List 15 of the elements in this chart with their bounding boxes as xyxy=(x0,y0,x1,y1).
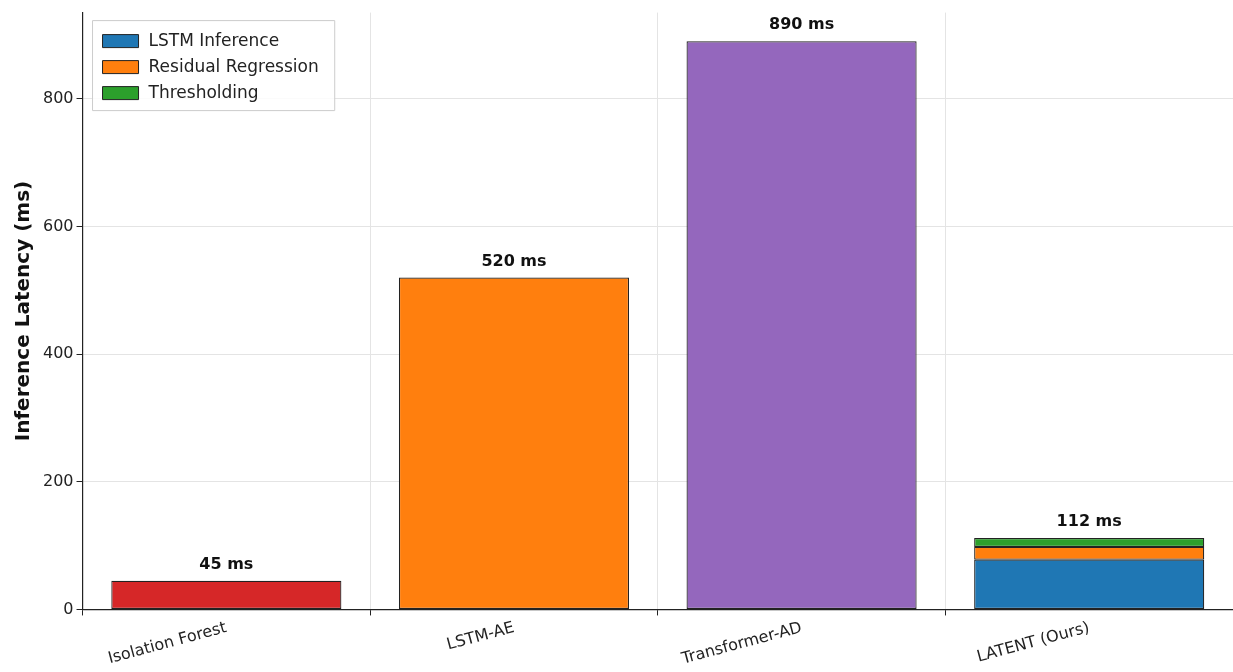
y-axis-title: Inference Latency (ms) xyxy=(10,180,35,442)
legend-label: Thresholding xyxy=(147,82,259,103)
y-tick-label: 800 xyxy=(42,87,74,107)
y-tick-label: 200 xyxy=(42,470,74,490)
y-tick-label: 0 xyxy=(63,598,74,618)
legend-label: LSTM Inference xyxy=(148,30,280,51)
legend-label: Residual Regression xyxy=(148,56,319,77)
total-label: 112 ms xyxy=(1056,511,1122,531)
x-tick-label: LATENT (Ours) xyxy=(974,617,1092,666)
y-tick-label: 600 xyxy=(42,215,74,235)
x-tick-label: Isolation Forest xyxy=(105,617,229,668)
y-tick-label: 400 xyxy=(42,343,74,363)
total-label: 45 ms xyxy=(199,553,254,573)
total-label: 890 ms xyxy=(768,14,835,34)
total-label: 520 ms xyxy=(481,250,547,270)
